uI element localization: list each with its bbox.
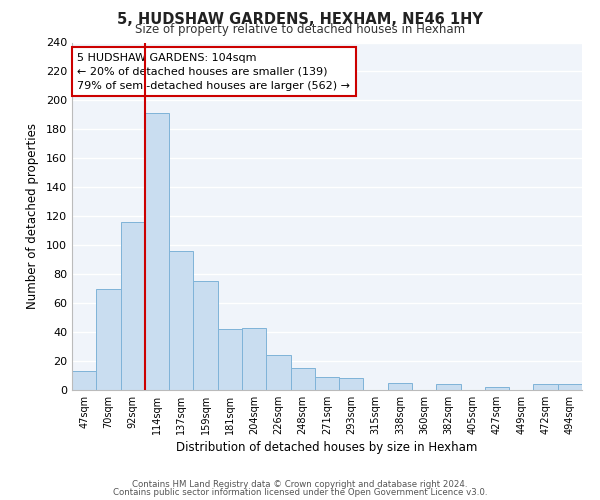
Bar xyxy=(242,328,266,390)
Bar xyxy=(533,384,558,390)
Bar xyxy=(290,368,315,390)
X-axis label: Distribution of detached houses by size in Hexham: Distribution of detached houses by size … xyxy=(176,441,478,454)
Bar xyxy=(436,384,461,390)
Bar xyxy=(169,251,193,390)
Text: 5 HUDSHAW GARDENS: 104sqm
← 20% of detached houses are smaller (139)
79% of semi: 5 HUDSHAW GARDENS: 104sqm ← 20% of detac… xyxy=(77,53,350,91)
Y-axis label: Number of detached properties: Number of detached properties xyxy=(26,123,39,309)
Text: Contains HM Land Registry data © Crown copyright and database right 2024.: Contains HM Land Registry data © Crown c… xyxy=(132,480,468,489)
Bar xyxy=(96,288,121,390)
Text: 5, HUDSHAW GARDENS, HEXHAM, NE46 1HY: 5, HUDSHAW GARDENS, HEXHAM, NE46 1HY xyxy=(117,12,483,28)
Bar xyxy=(315,377,339,390)
Bar xyxy=(145,114,169,390)
Bar xyxy=(218,329,242,390)
Bar xyxy=(339,378,364,390)
Bar xyxy=(485,387,509,390)
Text: Size of property relative to detached houses in Hexham: Size of property relative to detached ho… xyxy=(135,22,465,36)
Bar xyxy=(72,371,96,390)
Text: Contains public sector information licensed under the Open Government Licence v3: Contains public sector information licen… xyxy=(113,488,487,497)
Bar xyxy=(388,383,412,390)
Bar xyxy=(558,384,582,390)
Bar xyxy=(121,222,145,390)
Bar xyxy=(193,282,218,390)
Bar xyxy=(266,355,290,390)
